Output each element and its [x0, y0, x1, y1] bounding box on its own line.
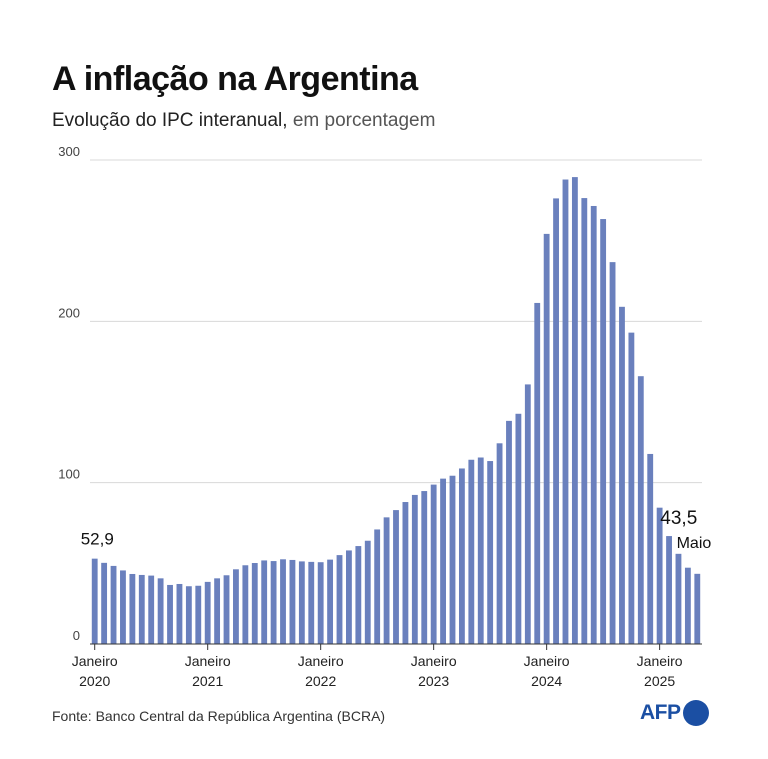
- bar: [477, 457, 484, 644]
- bar: [411, 494, 418, 644]
- x-tick-label: Janeiro: [637, 653, 683, 669]
- bar: [524, 384, 531, 644]
- bar: [129, 573, 136, 644]
- bar: [270, 561, 277, 644]
- bar: [223, 575, 230, 644]
- bar: [600, 219, 607, 644]
- data-label: 43,5: [660, 508, 697, 529]
- bar: [148, 575, 155, 644]
- bar: [138, 574, 145, 644]
- bar: [383, 517, 390, 644]
- bar: [675, 553, 682, 644]
- bar: [628, 332, 635, 644]
- bar: [317, 562, 324, 644]
- source-note: Fonte: Banco Central da República Argent…: [52, 708, 386, 724]
- bar: [647, 453, 654, 644]
- bar: [534, 302, 541, 644]
- bar: [364, 540, 371, 644]
- x-tick-label: 2023: [418, 673, 449, 689]
- y-tick-label: 200: [58, 305, 80, 320]
- bar: [336, 555, 343, 644]
- bar: [553, 198, 559, 644]
- bar: [157, 578, 164, 644]
- bar: [185, 586, 192, 644]
- bar: [430, 484, 437, 644]
- x-tick-label: 2024: [531, 673, 562, 689]
- bar: [251, 563, 258, 644]
- inflation-bar-chart: 0 100 200 300 Janeiro 2020 Janeiro 2021 Janeiro 2…: [58, 144, 712, 689]
- bar: [195, 585, 202, 644]
- bar: [261, 560, 268, 644]
- bar: [402, 502, 409, 644]
- subtitle-unit: em porcentagem: [287, 110, 436, 131]
- x-tick-label: Janeiro: [298, 653, 344, 669]
- bar: [694, 573, 701, 644]
- x-tick-label: Janeiro: [411, 653, 457, 669]
- data-label: 52,9: [81, 530, 114, 549]
- bar: [110, 565, 117, 644]
- x-tick-label: Janeiro: [524, 653, 570, 669]
- bar: [666, 536, 672, 644]
- bar: [515, 413, 522, 644]
- bar: [289, 559, 296, 644]
- bar: [393, 510, 399, 644]
- y-tick-label: 0: [73, 628, 80, 643]
- x-tick-label: 2025: [644, 673, 675, 689]
- bar: [637, 376, 644, 644]
- x-tick-label: Janeiro: [185, 653, 231, 669]
- bar: [449, 475, 456, 644]
- bar: [91, 558, 98, 644]
- bar: [571, 177, 578, 645]
- bar: [101, 562, 108, 644]
- bar: [421, 491, 428, 644]
- bar: [656, 507, 663, 644]
- bar: [506, 420, 512, 644]
- bar: [327, 559, 334, 644]
- bar: [120, 570, 126, 644]
- data-label-month: Maio: [677, 535, 712, 552]
- bar: [308, 561, 315, 644]
- bar: [167, 584, 173, 644]
- bar: [280, 559, 286, 644]
- logo-text: AFP: [640, 701, 681, 724]
- bar: [374, 529, 381, 644]
- bar: [242, 565, 249, 644]
- bar: [619, 306, 625, 644]
- bar: [609, 262, 616, 644]
- bar: [487, 461, 494, 644]
- bar: [214, 578, 221, 644]
- bar: [458, 468, 465, 644]
- afp-logo: AFP: [640, 700, 709, 726]
- bar: [176, 583, 183, 644]
- bar: [355, 546, 362, 644]
- bar: [233, 569, 239, 644]
- y-tick-label: 100: [58, 467, 80, 482]
- bar: [204, 581, 211, 644]
- bar: [562, 179, 569, 644]
- chart-subtitle: Evolução do IPC interanual, em porcentag…: [52, 110, 435, 132]
- bar: [543, 233, 550, 644]
- x-tick-label: Janeiro: [72, 653, 118, 669]
- logo-dot-icon: [682, 700, 709, 726]
- bar: [346, 550, 352, 644]
- x-tick-label: 2022: [305, 673, 336, 689]
- y-tick-label: 300: [58, 144, 80, 159]
- bar: [581, 198, 588, 645]
- bar: [684, 567, 691, 644]
- bar: [496, 443, 503, 644]
- bar: [440, 478, 446, 644]
- bar: [298, 561, 305, 644]
- x-tick-label: 2020: [79, 673, 110, 689]
- bar: [468, 459, 475, 644]
- bar: [590, 205, 597, 645]
- x-tick-label: 2021: [192, 673, 223, 689]
- chart-title: A inflação na Argentina: [52, 60, 418, 98]
- subtitle-main: Evolução do IPC interanual,: [52, 110, 288, 131]
